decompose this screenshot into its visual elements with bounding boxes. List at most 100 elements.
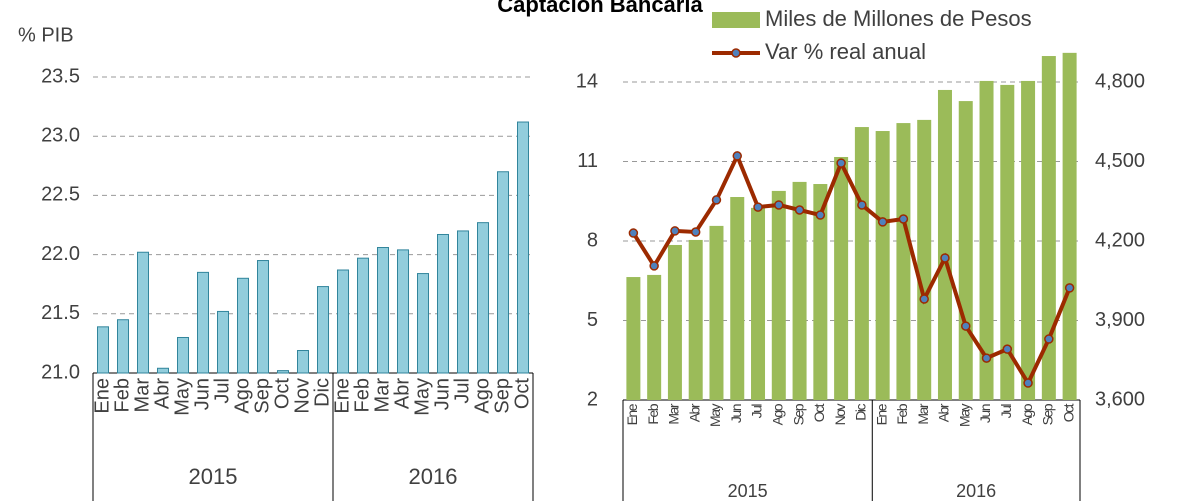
y-tick-label: 8: [587, 229, 598, 251]
x-tick-label: Mar: [131, 378, 153, 413]
x-tick-label: Jul: [749, 404, 765, 419]
marker: [961, 321, 971, 331]
bar: [1000, 84, 1015, 400]
marker: [940, 253, 950, 263]
marker: [711, 195, 722, 205]
y2-tick-label: 4,800: [1095, 70, 1145, 92]
bar: [979, 80, 994, 400]
x-tick-label: Feb: [894, 403, 910, 424]
marker: [794, 205, 805, 215]
x-tick-label: May: [707, 404, 723, 427]
marker: [732, 151, 742, 161]
bar: [397, 249, 409, 374]
x-tick-label: Sep: [491, 378, 513, 414]
x-tick-label: Jul: [211, 378, 233, 404]
legend-label: Miles de Millones de Pesos: [765, 6, 1032, 31]
x-tick-label: Mar: [915, 403, 931, 424]
x-tick-label: May: [411, 378, 433, 416]
x-tick-label: Jul: [998, 404, 1014, 419]
bar: [792, 181, 807, 400]
y-tick-label: 2: [587, 388, 598, 410]
y-tick-label: 22.0: [41, 243, 80, 265]
y2-tick-label: 4,200: [1095, 229, 1145, 251]
x-tick-label: Feb: [351, 378, 373, 412]
bar: [1062, 52, 1077, 400]
bar: [1021, 80, 1036, 400]
bar: [958, 101, 973, 400]
marker: [836, 158, 846, 168]
bar: [357, 257, 369, 374]
marker: [774, 200, 784, 210]
x-tick-label: Sep: [251, 378, 273, 414]
bar: [937, 89, 952, 400]
bar: [237, 277, 249, 374]
bar: [297, 350, 309, 374]
group-label: 2016: [956, 481, 996, 501]
y-tick-label: 23.5: [41, 65, 80, 87]
bar: [337, 269, 349, 374]
marker: [919, 294, 929, 304]
bar: [137, 251, 149, 374]
bar: [177, 336, 189, 374]
legend-label: Var % real anual: [765, 39, 926, 64]
x-tick-label: Sep: [790, 403, 806, 425]
bar: [771, 190, 786, 400]
x-tick-label: Ene: [873, 403, 889, 425]
x-tick-label: Abr: [936, 403, 952, 422]
x-tick-label: Nov: [291, 378, 313, 414]
bar: [667, 244, 682, 400]
chart-title: Captación Bancaria: [497, 0, 703, 17]
x-tick-label: Ago: [471, 378, 493, 414]
bar: [875, 131, 890, 400]
x-tick-label: Oct: [811, 403, 827, 422]
group-label: 2015: [728, 481, 768, 501]
bar: [377, 247, 389, 374]
marker: [1064, 283, 1075, 293]
y2-tick-label: 3,600: [1095, 388, 1145, 410]
bar: [437, 233, 449, 374]
x-tick-label: Jun: [728, 404, 744, 423]
marker: [1044, 334, 1054, 344]
bar: [257, 260, 269, 374]
bar: [217, 310, 229, 374]
x-tick-label: Abr: [686, 403, 702, 422]
x-tick-label: Ene: [331, 378, 353, 414]
marker: [1002, 344, 1013, 354]
bar: [457, 230, 469, 374]
bar: [917, 119, 932, 401]
bar: [834, 156, 849, 400]
bar: [117, 319, 129, 374]
group-label: 2015: [189, 464, 238, 489]
y-tick-label: 11: [577, 150, 598, 172]
x-tick-label: Feb: [111, 378, 133, 412]
x-tick-label: Abr: [391, 378, 413, 409]
x-tick-label: May: [956, 404, 972, 427]
x-tick-label: May: [171, 378, 193, 416]
y-tick-label: 22.5: [41, 184, 80, 206]
x-tick-label: Ene: [624, 403, 640, 425]
marker: [753, 202, 763, 212]
bar: [497, 171, 509, 374]
bar: [157, 367, 169, 374]
x-tick-label: Feb: [645, 403, 661, 424]
y-tick-label: 14: [576, 70, 598, 92]
marker: [1023, 378, 1033, 388]
x-tick-label: Nov: [832, 404, 848, 426]
x-tick-label: Dic: [853, 404, 869, 421]
bar: [709, 225, 724, 400]
bar: [97, 326, 109, 374]
bar: [813, 184, 828, 400]
legend-swatch: [712, 12, 760, 28]
x-tick-label: Sep: [1040, 403, 1056, 425]
bar: [1041, 56, 1056, 400]
legend-marker: [731, 48, 741, 58]
marker: [877, 217, 888, 227]
line: [631, 150, 1072, 388]
bar: [517, 121, 529, 374]
bar: [854, 127, 869, 401]
x-tick-label: Dic: [311, 378, 333, 407]
x-tick-label: Mar: [371, 378, 393, 413]
bar: [730, 197, 745, 400]
x-tick-label: Jul: [451, 378, 473, 404]
bar: [688, 239, 703, 400]
